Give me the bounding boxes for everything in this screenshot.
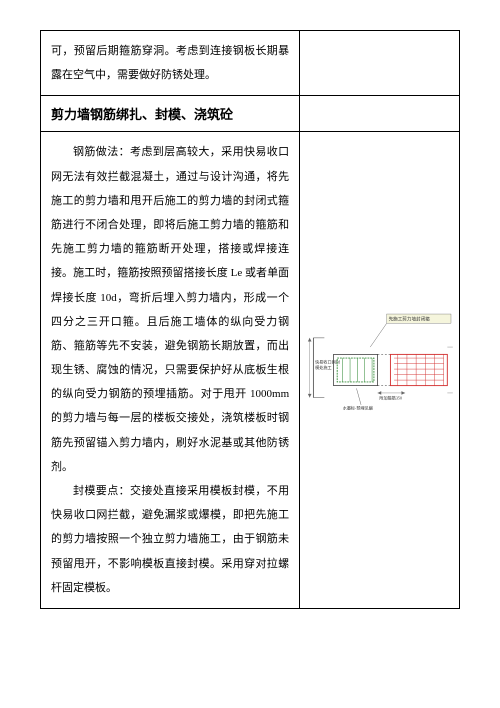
- document-table: 可，预留后期箍筋穿洞。考虑到连接钢板长期暴露在空气中，需要做好防锈处理。 剪力墙…: [40, 30, 460, 609]
- section-title: 剪力墙钢筋绑扎、封模、浇筑砼: [41, 96, 300, 131]
- main-right-cell: 先施工剪力墙封闭箍 快易收口: [300, 132, 459, 608]
- top-row: 可，预留后期箍筋穿洞。考虑到连接钢板长期暴露在空气中，需要做好防锈处理。: [41, 31, 459, 96]
- diagram-bottom-label: 水墨标-预埋见编: [343, 405, 373, 411]
- title-right-cell: [300, 96, 459, 131]
- title-row: 剪力墙钢筋绑扎、封模、浇筑砼: [41, 96, 459, 132]
- main-row: 钢筋做法：考虑到层高较大，采用快易收口网无法有效拦截混凝土，通过与设计沟通，将先…: [41, 132, 459, 608]
- top-left-cell: 可，预留后期箍筋穿洞。考虑到连接钢板长期暴露在空气中，需要做好防锈处理。: [41, 31, 300, 95]
- diagram-top-label: 先施工剪力墙封闭箍: [389, 316, 431, 323]
- rebar-diagram: 先施工剪力墙封闭箍 快易收口: [306, 305, 453, 435]
- top-paragraph: 可，预留后期箍筋穿洞。考虑到连接钢板长期暴露在空气中，需要做好防锈处理。: [51, 39, 289, 87]
- diagram-left-label-1: 快易收口网封: [315, 359, 340, 365]
- main-paragraph-1: 钢筋做法：考虑到层高较大，采用快易收口网无法有效拦截混凝土，通过与设计沟通，将先…: [51, 140, 289, 479]
- diagram-left-label-2: 模处施工: [315, 364, 331, 370]
- main-left-cell: 钢筋做法：考虑到层高较大，采用快易收口网无法有效拦截混凝土，通过与设计沟通，将先…: [41, 132, 300, 608]
- diagram-dim-label: 附加箍筋350: [380, 395, 403, 401]
- top-right-cell: [300, 31, 459, 95]
- main-paragraph-2: 封模要点：交接处直接采用模板封模，不用快易收口网拦截，避免漏浆或爆模，即把先施工…: [51, 479, 289, 600]
